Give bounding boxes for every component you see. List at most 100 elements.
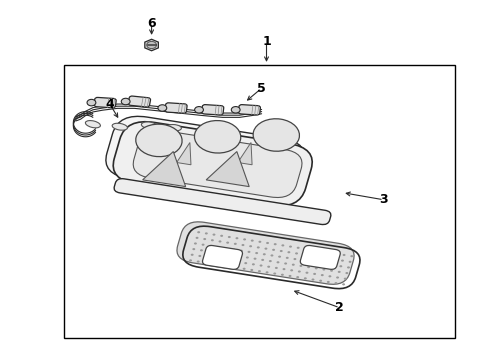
Circle shape [273, 243, 276, 245]
Circle shape [265, 242, 268, 244]
FancyBboxPatch shape [202, 246, 242, 269]
FancyBboxPatch shape [114, 179, 330, 225]
Circle shape [326, 252, 329, 254]
Circle shape [273, 273, 276, 275]
FancyBboxPatch shape [128, 96, 150, 107]
Circle shape [314, 267, 317, 269]
Circle shape [325, 257, 328, 259]
Circle shape [348, 261, 351, 263]
Circle shape [343, 278, 346, 280]
Circle shape [301, 259, 304, 261]
Circle shape [331, 264, 334, 266]
Polygon shape [206, 152, 249, 186]
Circle shape [270, 255, 273, 257]
Circle shape [281, 244, 284, 247]
Circle shape [189, 259, 192, 261]
Circle shape [261, 259, 264, 261]
Circle shape [288, 275, 291, 277]
Text: 4: 4 [105, 98, 114, 111]
Circle shape [204, 232, 207, 234]
Circle shape [280, 274, 283, 276]
Circle shape [294, 252, 297, 255]
Circle shape [317, 256, 320, 258]
Ellipse shape [121, 98, 130, 105]
Circle shape [262, 253, 265, 255]
Circle shape [247, 251, 250, 253]
Circle shape [322, 269, 325, 271]
Circle shape [271, 249, 274, 251]
Ellipse shape [87, 99, 96, 106]
FancyBboxPatch shape [94, 98, 116, 108]
Circle shape [230, 254, 233, 256]
Circle shape [226, 242, 229, 244]
Circle shape [196, 261, 199, 263]
Ellipse shape [141, 122, 157, 129]
Circle shape [245, 256, 248, 258]
Circle shape [302, 253, 305, 256]
Circle shape [312, 273, 315, 275]
Ellipse shape [194, 121, 240, 153]
Circle shape [265, 271, 268, 274]
Circle shape [213, 257, 216, 260]
Circle shape [296, 276, 299, 278]
Circle shape [194, 242, 197, 244]
Circle shape [200, 249, 203, 251]
Circle shape [235, 237, 238, 239]
Circle shape [220, 235, 223, 237]
Ellipse shape [194, 107, 203, 113]
Circle shape [242, 268, 245, 270]
Circle shape [236, 261, 239, 263]
Circle shape [227, 236, 230, 238]
Circle shape [293, 258, 296, 260]
Circle shape [212, 263, 215, 265]
Circle shape [304, 248, 306, 250]
Text: 2: 2 [335, 301, 344, 314]
Circle shape [251, 263, 254, 265]
Circle shape [256, 246, 259, 248]
Polygon shape [142, 152, 185, 186]
Circle shape [339, 265, 342, 267]
Circle shape [233, 243, 236, 245]
Circle shape [310, 255, 313, 257]
FancyBboxPatch shape [238, 105, 260, 115]
Circle shape [209, 245, 212, 247]
Circle shape [303, 277, 306, 279]
Circle shape [264, 248, 267, 250]
Circle shape [349, 255, 352, 257]
Circle shape [335, 276, 338, 279]
Circle shape [235, 266, 238, 269]
Ellipse shape [165, 125, 181, 131]
Text: 6: 6 [147, 17, 156, 30]
Circle shape [346, 266, 349, 269]
Circle shape [329, 270, 332, 272]
FancyBboxPatch shape [164, 103, 187, 113]
FancyBboxPatch shape [177, 222, 353, 284]
Circle shape [198, 255, 201, 257]
Circle shape [326, 281, 329, 283]
Circle shape [215, 252, 218, 254]
Circle shape [224, 247, 227, 249]
Circle shape [289, 269, 292, 271]
Circle shape [253, 258, 256, 260]
Circle shape [334, 253, 337, 255]
Polygon shape [176, 143, 191, 165]
Circle shape [232, 248, 235, 251]
Circle shape [190, 254, 193, 256]
Circle shape [340, 260, 343, 262]
Circle shape [337, 271, 340, 273]
FancyBboxPatch shape [300, 246, 340, 269]
Circle shape [223, 253, 225, 255]
FancyBboxPatch shape [133, 130, 302, 198]
Circle shape [319, 250, 322, 252]
Polygon shape [144, 39, 158, 51]
Ellipse shape [231, 107, 240, 113]
Circle shape [324, 263, 326, 265]
Circle shape [210, 239, 213, 241]
Circle shape [320, 274, 323, 276]
Circle shape [238, 255, 241, 257]
Ellipse shape [112, 123, 127, 130]
FancyBboxPatch shape [201, 105, 224, 115]
Text: 1: 1 [262, 35, 270, 48]
Circle shape [288, 246, 291, 248]
Ellipse shape [136, 124, 182, 157]
